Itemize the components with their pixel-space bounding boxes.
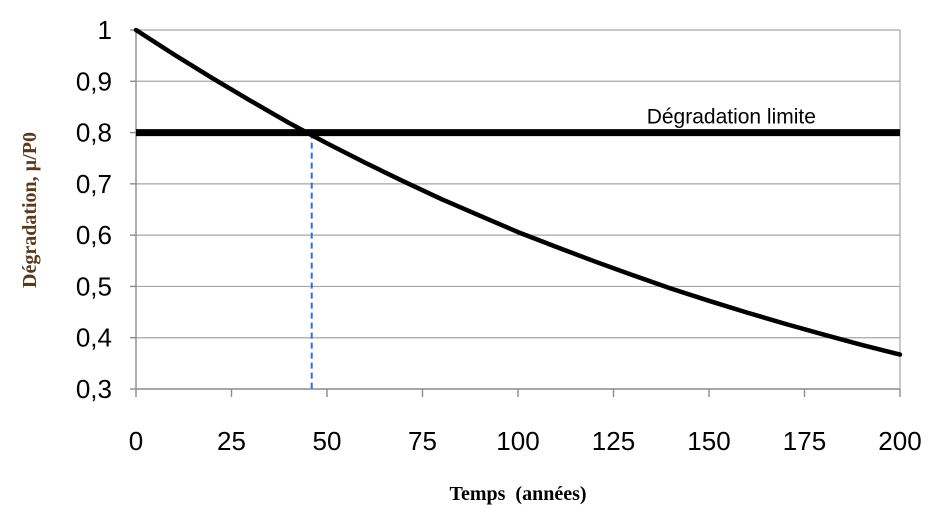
- x-axis-label: Temps (années): [449, 483, 586, 505]
- x-tick-label: 150: [687, 426, 730, 456]
- axes: [130, 29, 901, 397]
- y-tick-label: 0,3: [76, 374, 112, 404]
- x-tick-label: 50: [313, 426, 342, 456]
- x-tick-label: 75: [408, 426, 437, 456]
- y-tick-label: 0,8: [76, 118, 112, 148]
- x-tick-label: 125: [592, 426, 635, 456]
- series-line-degradation: [133, 27, 903, 357]
- y-tick-label: 0,5: [76, 271, 112, 301]
- y-tick-label: 0,9: [76, 66, 112, 96]
- threshold-label: Dégradation limite: [647, 106, 816, 129]
- grid-lines: [136, 29, 901, 389]
- series-group: [133, 27, 903, 357]
- x-tick-label: 175: [783, 426, 826, 456]
- x-tick-labels: 0 25 50 75 100 125 150 175 200: [129, 426, 922, 456]
- x-tick-label: 0: [129, 426, 143, 456]
- x-tick-label: 25: [217, 426, 246, 456]
- y-tick-label: 1: [98, 15, 112, 45]
- threshold-group: Dégradation limite: [136, 106, 900, 137]
- y-tick-label: 0,7: [76, 169, 112, 199]
- y-tick-label: 0,6: [76, 220, 112, 250]
- y-axis-label: Dégradation, µ/P0: [19, 132, 41, 288]
- y-tick-labels: 0,3 0,4 0,5 0,6 0,7 0,8 0,9 1: [76, 15, 112, 404]
- x-tick-label: 200: [878, 426, 921, 456]
- y-tick-label: 0,4: [76, 323, 112, 353]
- x-tick-label: 100: [496, 426, 539, 456]
